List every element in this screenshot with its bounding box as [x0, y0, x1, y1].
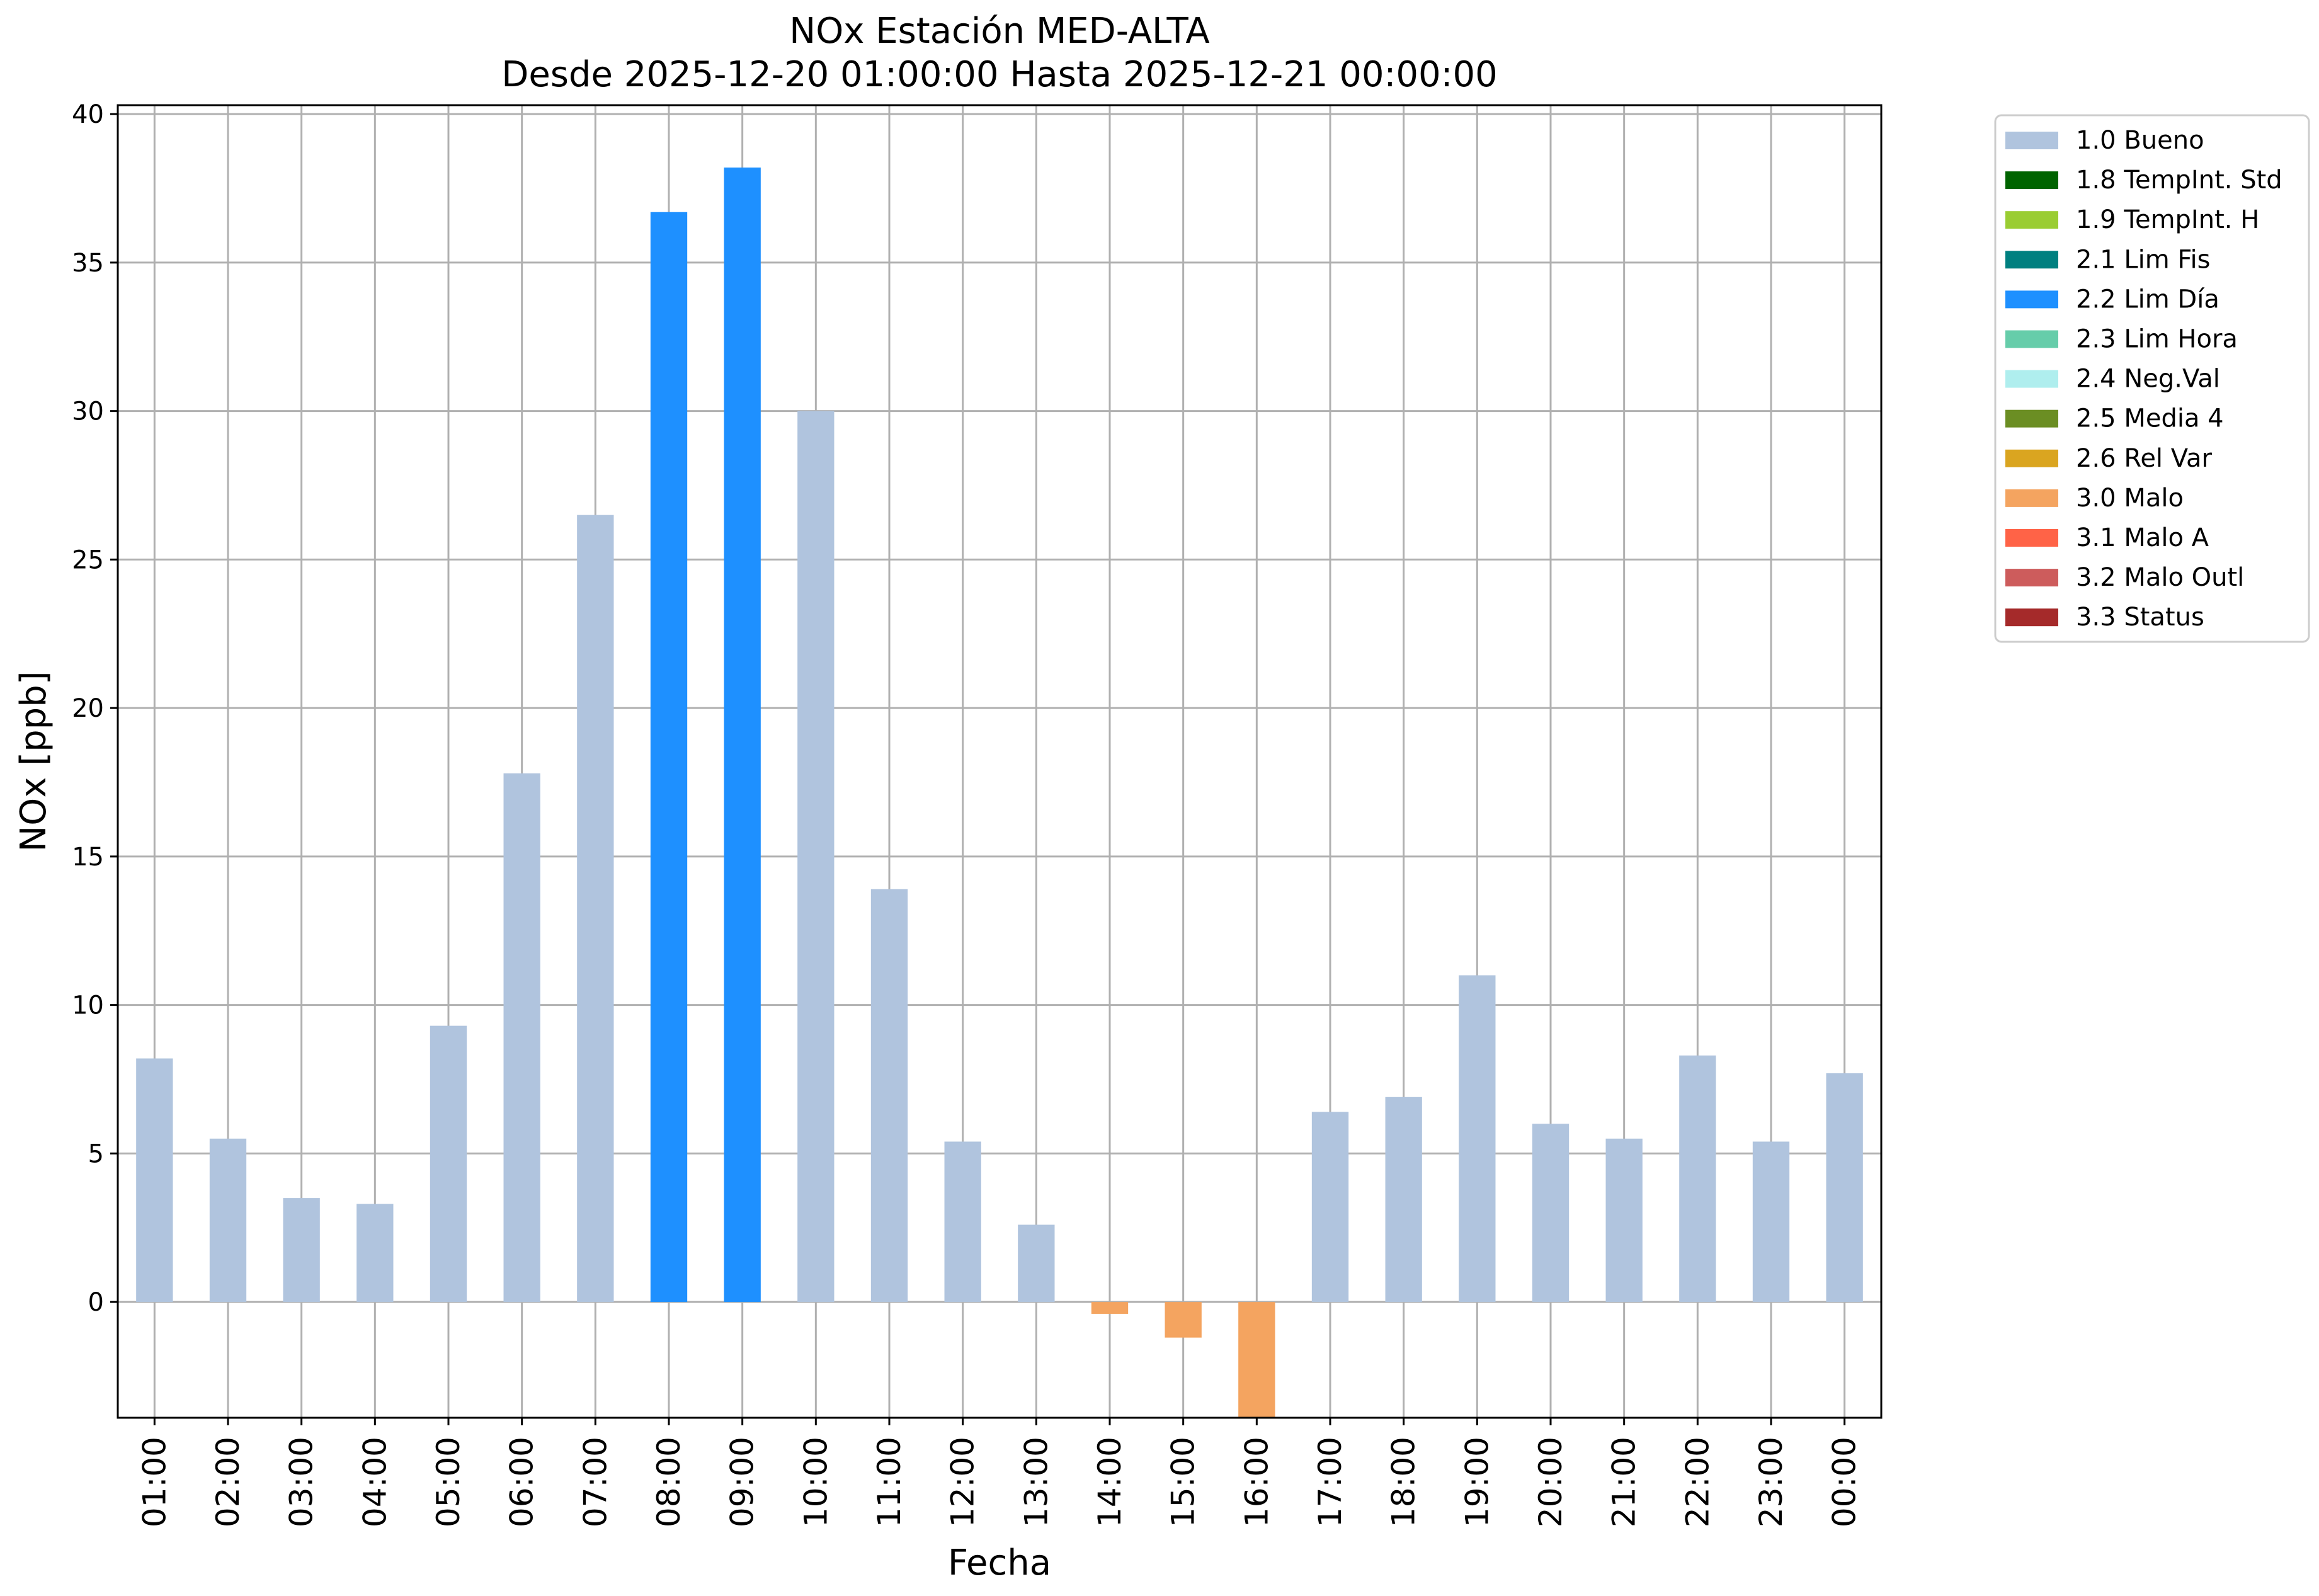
x-tick-label: 03:00	[283, 1437, 320, 1527]
bar-0100	[136, 1058, 173, 1302]
y-tick-label: 35	[72, 249, 104, 278]
legend-label: 2.5 Media 4	[2076, 404, 2224, 433]
legend-swatch	[2005, 171, 2058, 190]
x-tick-label: 22:00	[1679, 1437, 1716, 1527]
legend-swatch	[2005, 211, 2058, 229]
y-tick-label: 5	[88, 1139, 104, 1168]
bar-0600	[503, 773, 540, 1302]
bar-1000	[797, 411, 835, 1302]
plot-frame	[117, 104, 1883, 1419]
legend-label: 3.2 Malo Outl	[2076, 563, 2244, 592]
legend-label: 2.1 Lim Fis	[2076, 245, 2210, 274]
bar-0900	[724, 168, 761, 1302]
x-axis-label: Fecha	[948, 1542, 1051, 1583]
x-tick-label: 14:00	[1091, 1437, 1128, 1527]
bar-2100	[1605, 1138, 1643, 1302]
legend-label: 2.4 Neg.Val	[2076, 365, 2220, 394]
bar-0000	[1826, 1073, 1863, 1302]
y-tick-label: 40	[72, 100, 104, 129]
legend-swatch	[2005, 529, 2058, 547]
legend-swatch	[2005, 449, 2058, 467]
legend-label: 1.0 Bueno	[2076, 126, 2204, 155]
y-tick-label: 25	[72, 545, 104, 574]
chart-title-line2: Desde 2025-12-20 01:00:00 Hasta 2025-12-…	[501, 54, 1498, 95]
x-tick-label: 08:00	[651, 1437, 687, 1527]
x-tick-label: 04:00	[356, 1437, 393, 1527]
x-tick-label: 12:00	[945, 1437, 981, 1527]
y-tick-label: 15	[72, 843, 104, 872]
legend-label: 2.6 Rel Var	[2076, 444, 2213, 473]
x-tick-label: 13:00	[1018, 1437, 1054, 1527]
legend-frame	[1994, 114, 2310, 643]
y-tick-label: 10	[72, 991, 104, 1020]
x-tick-label: 09:00	[724, 1437, 761, 1527]
y-tick-label: 0	[88, 1288, 104, 1317]
bar-1400	[1091, 1302, 1129, 1314]
x-tick-label: 00:00	[1826, 1437, 1863, 1527]
x-tick-label: 07:00	[577, 1437, 613, 1527]
x-tick-label: 21:00	[1606, 1437, 1643, 1527]
legend-swatch	[2005, 330, 2058, 348]
legend-label: 3.3 Status	[2076, 603, 2204, 632]
bar-0800	[650, 212, 688, 1302]
legend-label: 2.2 Lim Día	[2076, 285, 2219, 314]
x-tick-label: 19:00	[1459, 1437, 1495, 1527]
x-tick-label: 16:00	[1238, 1437, 1275, 1527]
x-tick-label: 01:00	[136, 1437, 173, 1527]
x-tick-label: 15:00	[1165, 1437, 1202, 1527]
legend-swatch	[2005, 409, 2058, 428]
legend-swatch	[2005, 489, 2058, 507]
bar-1100	[870, 889, 908, 1302]
x-tick-label: 20:00	[1532, 1437, 1569, 1527]
x-tick-label: 17:00	[1312, 1437, 1348, 1527]
chart-title-line1: NOx Estación MED-ALTA	[789, 11, 1209, 52]
bar-0300	[283, 1198, 320, 1302]
legend-swatch	[2005, 569, 2058, 587]
bar-1700	[1311, 1112, 1349, 1302]
y-tick-label: 30	[72, 397, 104, 426]
bar-0500	[430, 1025, 467, 1302]
x-tick-label: 23:00	[1753, 1437, 1789, 1527]
y-axis-ticks: 0 5 10 15 20 25 30 35 40	[72, 100, 118, 1317]
x-axis-ticks: 01:00 02:00 03:00 04:00 05:00 06:00 07:00 08:00…	[136, 1418, 1863, 1527]
legend-label: 1.8 TempInt. Std	[2076, 166, 2282, 195]
legend-label: 3.1 Malo A	[2076, 523, 2209, 552]
bar-1500	[1165, 1302, 1202, 1338]
y-axis-label: NOx [ppb]	[13, 671, 54, 852]
x-tick-label: 06:00	[504, 1437, 540, 1527]
legend-items: 1.0 Bueno 1.8 TempInt. Std 1.9 TempInt. H 2…	[2005, 126, 2282, 632]
bar-1300	[1018, 1224, 1055, 1302]
x-tick-label: 02:00	[210, 1437, 246, 1527]
bar-2000	[1532, 1124, 1570, 1302]
bar-2200	[1679, 1055, 1716, 1302]
legend-label: 2.3 Lim Hora	[2076, 325, 2238, 354]
x-tick-label: 11:00	[871, 1437, 908, 1527]
legend-swatch	[2005, 290, 2058, 309]
bar-1800	[1385, 1097, 1422, 1302]
legend-swatch	[2005, 370, 2058, 388]
legend-swatch	[2005, 608, 2058, 627]
bar-1200	[944, 1141, 981, 1302]
legend-label: 3.0 Malo	[2076, 484, 2184, 513]
x-tick-label: 18:00	[1386, 1437, 1422, 1527]
bars	[136, 168, 1863, 1418]
legend-swatch	[2005, 132, 2058, 149]
y-tick-label: 20	[72, 694, 104, 723]
legend: 1.0 Bueno 1.8 TempInt. Std 1.9 TempInt. H 2…	[1994, 114, 2310, 643]
x-tick-label: 10:00	[797, 1437, 834, 1527]
legend-label: 1.9 TempInt. H	[2076, 205, 2259, 234]
bar-0400	[356, 1204, 394, 1302]
bar-1600	[1238, 1302, 1275, 1418]
bar-0700	[577, 515, 614, 1302]
bar-2300	[1752, 1141, 1790, 1302]
bar-0200	[209, 1138, 247, 1302]
bar-1900	[1459, 975, 1496, 1302]
legend-swatch	[2005, 251, 2058, 269]
x-tick-label: 05:00	[430, 1437, 467, 1527]
